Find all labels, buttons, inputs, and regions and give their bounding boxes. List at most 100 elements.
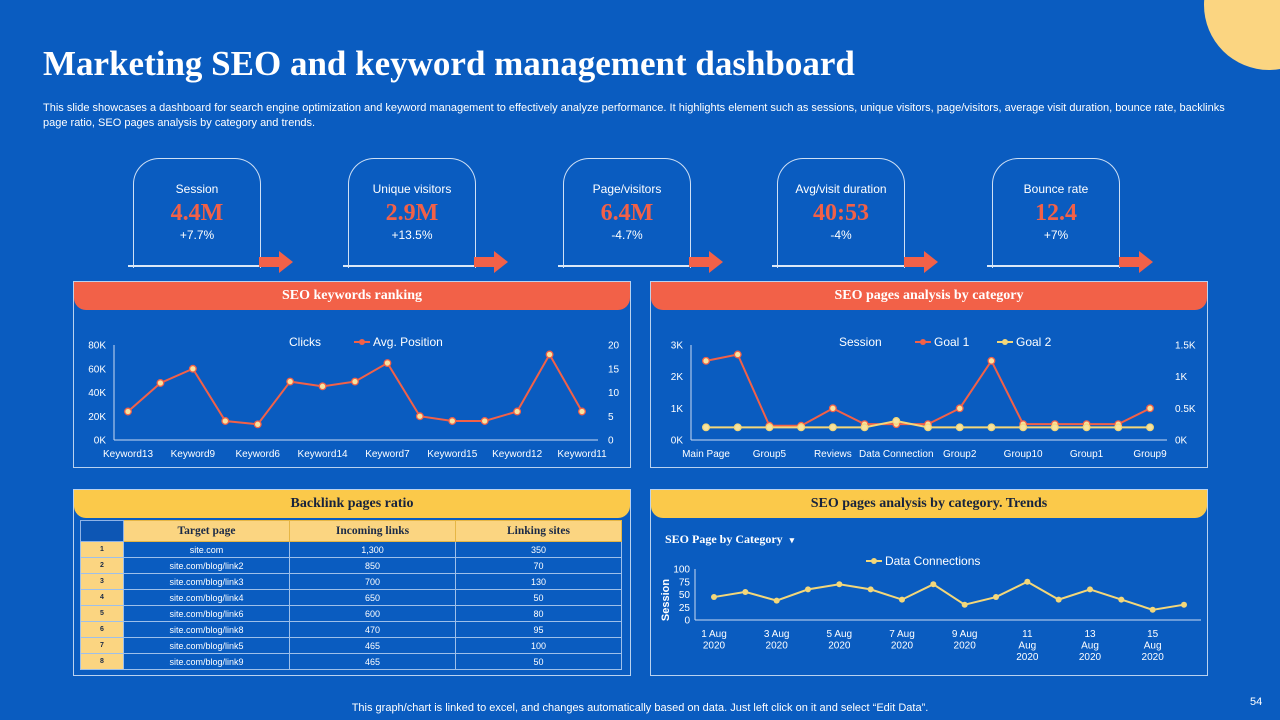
x-tick-label: Keyword11: [557, 449, 607, 460]
data-point: [1082, 423, 1091, 432]
table-row[interactable]: 3 site.com/blog/link3 700 130: [80, 573, 622, 590]
category-dropdown[interactable]: SEO Page by Category ▾: [665, 532, 794, 547]
footer-note: This graph/chart is linked to excel, and…: [351, 702, 929, 714]
kpi-label: Session: [175, 182, 219, 196]
data-point: [318, 382, 327, 391]
y-left-tick-label: 40K: [88, 388, 106, 399]
data-point: [415, 412, 424, 421]
kpi-label: Unique visitors: [372, 182, 452, 196]
row-index: 1: [80, 541, 124, 558]
data-point: [955, 423, 964, 432]
data-point: [480, 417, 489, 425]
data-point: [383, 359, 392, 367]
y-right-tick-label: 1.5K: [1175, 341, 1196, 352]
incoming-links-cell: 850: [289, 557, 456, 574]
x-tick-label: Keyword7: [365, 449, 410, 460]
index-header: [80, 520, 124, 542]
column-header-linking-sites[interactable]: Linking sites: [455, 520, 622, 542]
kpi-change: -4%: [830, 228, 852, 242]
y-tick-label: 50: [679, 590, 691, 601]
y-tick-label: 75: [679, 577, 691, 588]
y-right-tick-label: 20: [608, 341, 620, 352]
x-tick-label: Group1: [1070, 449, 1104, 460]
row-index: 2: [80, 557, 124, 574]
x-tick-label: 3 Aug 2020: [764, 629, 790, 652]
table-row[interactable]: 1 site.com 1,300 350: [80, 541, 622, 558]
kpi-baseline: [343, 265, 475, 267]
kpi-card-bounce-rate[interactable]: Bounce rate 12.4 +7%: [992, 158, 1120, 268]
x-tick-label-line: 2020: [703, 641, 726, 652]
data-point: [742, 588, 749, 595]
data-point: [930, 581, 937, 588]
arrow-right-icon: [904, 251, 938, 273]
pages-by-category-chart[interactable]: 0K 1K 2K 3K 0K 0.5K 1K 1.5K Main Page Group5 Revie…: [651, 282, 1207, 467]
x-tick-label: Data Connection: [859, 449, 934, 460]
target-page-cell: site.com: [123, 541, 290, 558]
x-tick-label-line: 15: [1147, 629, 1159, 640]
y-right-tick-label: 10: [608, 388, 620, 399]
kpi-card-page-visitors[interactable]: Page/visitors 6.4M -4.7%: [563, 158, 691, 268]
kpi-value: 2.9M: [385, 200, 439, 226]
legend-label: Clicks: [289, 335, 321, 349]
data-point: [253, 420, 262, 429]
kpi-value: 40:53: [813, 200, 869, 226]
linking-sites-cell: 350: [455, 541, 622, 558]
legend-marker-dot: [871, 558, 877, 564]
panel-title: Backlink pages ratio: [74, 490, 630, 518]
row-index: 4: [80, 589, 124, 606]
x-tick-label-line: 9 Aug: [952, 629, 978, 640]
x-tick-label: Keyword12: [492, 449, 542, 460]
kpi-change: +13.5%: [391, 228, 433, 242]
x-tick-label: Group5: [753, 449, 787, 460]
y-left-tick-label: 20K: [88, 412, 106, 423]
kpi-card-unique-visitors[interactable]: Unique visitors 2.9M +13.5%: [348, 158, 476, 268]
table-row[interactable]: 6 site.com/blog/link8 470 95: [80, 621, 622, 638]
legend-label: Session: [839, 335, 882, 349]
x-tick-label: 5 Aug 2020: [827, 629, 853, 652]
kpi-card-session[interactable]: Session 4.4M +7.7%: [133, 158, 261, 268]
legend-label: Avg. Position: [373, 335, 443, 349]
data-point: [860, 423, 869, 432]
x-tick-label: Group10: [1004, 449, 1043, 460]
x-tick-label: Keyword6: [235, 449, 280, 460]
target-page-cell: site.com/blog/link3: [123, 573, 290, 590]
kpi-change: +7%: [1043, 228, 1069, 242]
data-point: [1149, 606, 1156, 613]
table-row[interactable]: 8 site.com/blog/link9 465 50: [80, 653, 622, 670]
arrow-right-icon: [1119, 251, 1153, 273]
table-row[interactable]: 4 site.com/blog/link4 650 50: [80, 589, 622, 606]
x-tick-label-line: 2020: [1016, 652, 1039, 663]
data-point: [156, 379, 165, 387]
kpi-label: Avg/visit duration: [795, 182, 887, 196]
x-tick-label: Keyword15: [427, 449, 477, 460]
kpi-value: 6.4M: [600, 200, 654, 226]
legend-label: Data Connections: [885, 554, 980, 568]
target-page-cell: site.com/blog/link9: [123, 653, 290, 670]
kpi-change: +7.7%: [179, 228, 215, 242]
data-point: [124, 407, 132, 416]
column-header-incoming-links[interactable]: Incoming links: [289, 520, 456, 542]
data-point: [924, 423, 932, 432]
data-point: [1181, 601, 1187, 608]
kpi-card-avg-visit-duration[interactable]: Avg/visit duration 40:53 -4%: [777, 158, 905, 268]
page-number: 54: [1250, 696, 1263, 708]
table-row[interactable]: 7 site.com/blog/link5 465 100: [80, 637, 622, 654]
table-row[interactable]: 2 site.com/blog/link2 850 70: [80, 557, 622, 574]
data-point: [1050, 423, 1059, 432]
x-tick-label: Keyword13: [103, 449, 153, 460]
table-row[interactable]: 5 site.com/blog/link6 600 80: [80, 605, 622, 622]
panel-pages-by-category: SEO pages analysis by category 0K 1K 2K 3K 0…: [650, 281, 1208, 468]
row-index: 8: [80, 653, 124, 670]
page-title: Marketing SEO and keyword management das…: [43, 44, 855, 83]
keywords-ranking-chart[interactable]: 0K 20K 40K 60K 80K 0 5 10 15 20 Keyword13 Keyword9 K…: [74, 282, 630, 467]
data-point: [448, 417, 457, 425]
linking-sites-cell: 95: [455, 621, 622, 638]
data-point: [578, 407, 586, 416]
chevron-down-icon: ▾: [789, 535, 795, 545]
data-point: [702, 356, 710, 365]
kpi-baseline: [128, 265, 260, 267]
data-point: [993, 594, 999, 601]
legend-label: Goal 1: [934, 335, 970, 349]
column-header-target-page[interactable]: Target page: [123, 520, 290, 542]
